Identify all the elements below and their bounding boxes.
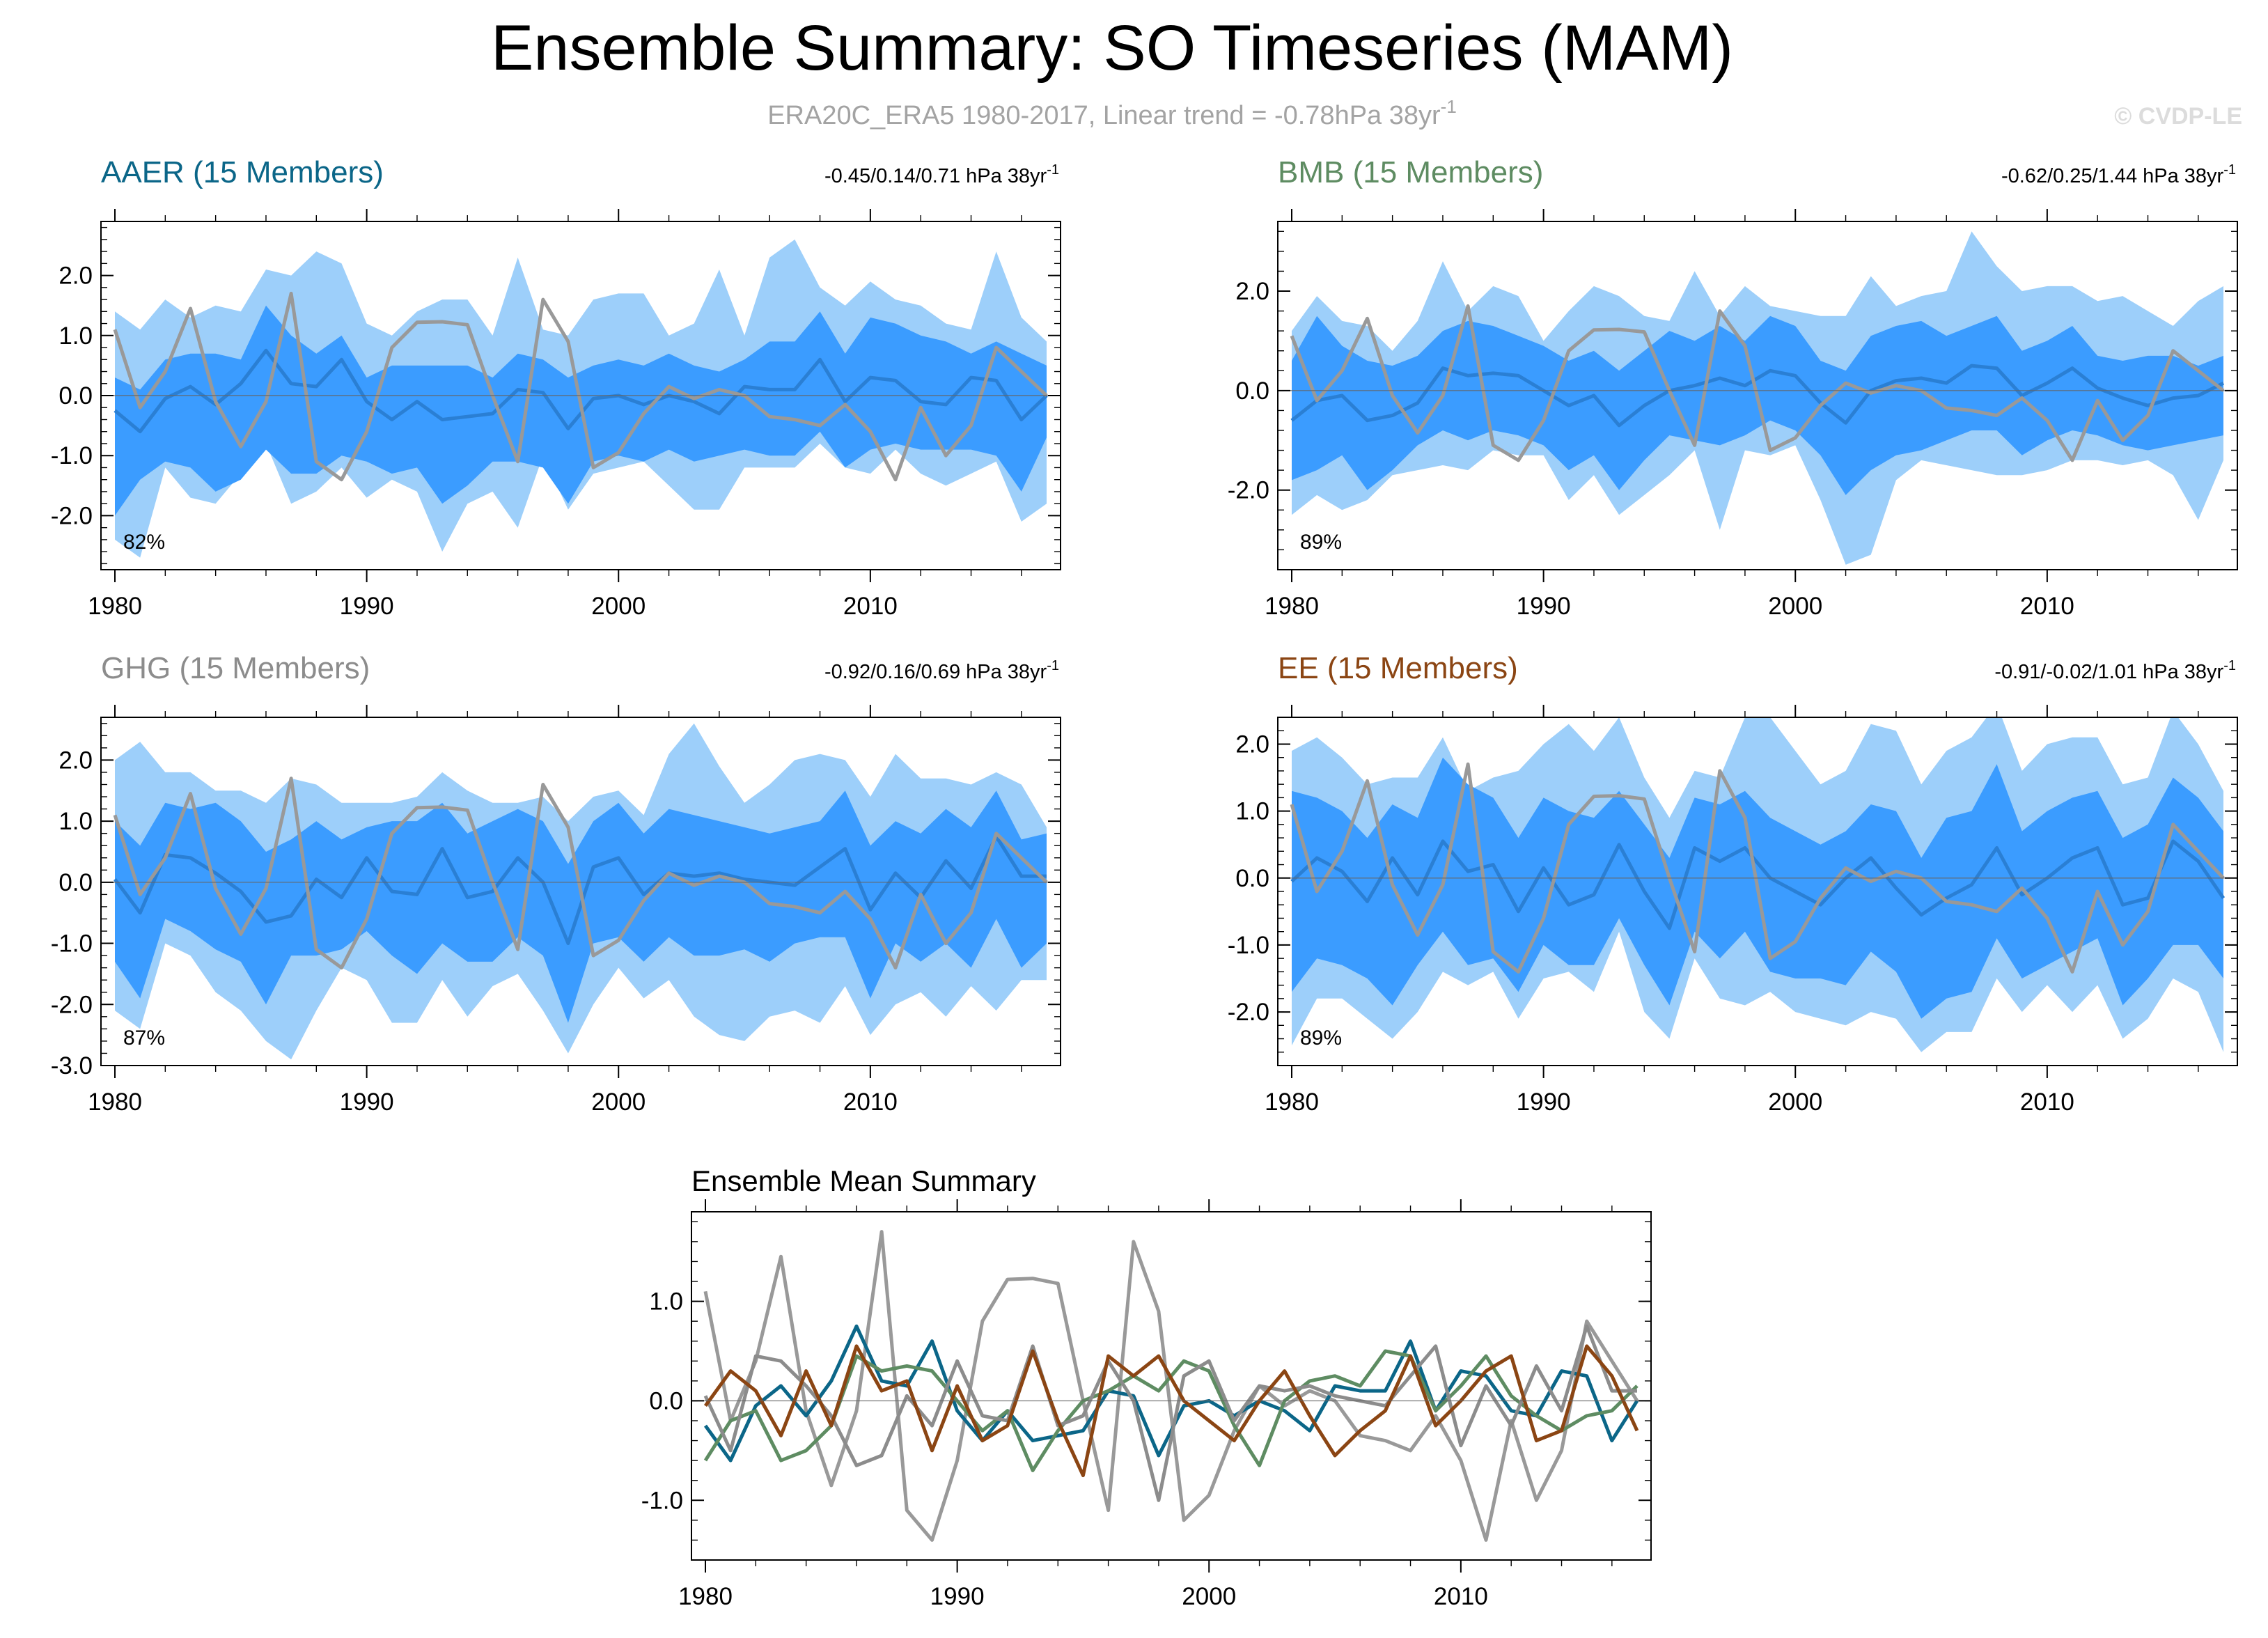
panel-aaer-title: AAER (15 Members) <box>101 155 384 189</box>
mean-summary-ytick-label: 0.0 <box>649 1387 683 1414</box>
panel-ee-ytick-label: 0.0 <box>1235 865 1269 892</box>
figure-title: Ensemble Summary: SO Timeseries (MAM) <box>491 13 1733 84</box>
panel-ee-xtick-label: 2000 <box>1768 1089 1822 1116</box>
panel-aaer-ensemble-mean-line <box>114 348 1048 434</box>
mean-summary-frame <box>691 1211 1652 1561</box>
panel-ghg-ytick-label: -1.0 <box>51 930 93 958</box>
panel-bmb: BMB (15 Members) -0.62/0.25/1.44 hPa 38yr… <box>1228 155 2238 620</box>
panel-ee-ytick-label: 1.0 <box>1235 798 1269 825</box>
mean-summary-line-ghg <box>703 1324 1637 1502</box>
panel-bmb-xtick-label: 1990 <box>1517 593 1571 620</box>
mean-summary-ytick-label: 1.0 <box>649 1288 683 1316</box>
mean-summary-observed-line <box>703 1230 1639 1542</box>
panel-ghg-observed-line <box>113 777 1048 970</box>
panel-bmb-title: BMB (15 Members) <box>1278 155 1543 189</box>
panel-bmb-percent: 89% <box>1300 531 1342 554</box>
panel-ghg-title: GHG (15 Members) <box>101 651 370 685</box>
panel-aaer-ytick-label: -2.0 <box>51 502 93 529</box>
panel-aaer-ytick-label: 1.0 <box>58 322 93 350</box>
mean-summary-ytick-label: -1.0 <box>641 1487 683 1514</box>
panel-ghg-ytick-label: -3.0 <box>51 1052 93 1079</box>
panel-aaer-xtick-label: 1990 <box>340 593 394 620</box>
panel-ghg-plot-area <box>113 723 1048 1060</box>
panel-aaer-stats: -0.45/0.14/0.71 hPa 38yr-1 <box>824 162 1059 187</box>
panel-aaer-xtick-label: 2000 <box>591 593 646 620</box>
panel-ghg-xtick-label: 1990 <box>340 1089 394 1116</box>
panel-bmb-xtick-label: 2000 <box>1768 593 1822 620</box>
panel-bmb-xtick-label: 2010 <box>2020 593 2074 620</box>
panel-ee-stats: -0.91/-0.02/1.01 hPa 38yr-1 <box>1994 658 2236 683</box>
panel-aaer-percent: 82% <box>123 531 165 554</box>
panel-bmb-xtick-label: 1980 <box>1265 593 1319 620</box>
mean-summary-xtick-label: 1990 <box>930 1583 985 1610</box>
panel-aaer-observed-line <box>113 291 1048 482</box>
mean-summary-plot-area <box>703 1230 1639 1542</box>
panel-aaer-ytick-label: 2.0 <box>58 263 93 290</box>
panel-bmb-observed-line <box>1290 304 2225 462</box>
panel-ghg-xtick-label: 2010 <box>843 1089 898 1116</box>
panel-bmb-stats: -0.62/0.25/1.44 hPa 38yr-1 <box>2001 162 2236 187</box>
mean-summary-xtick-label: 2000 <box>1182 1583 1236 1610</box>
panel-ghg-stats: -0.92/0.16/0.69 hPa 38yr-1 <box>824 658 1059 683</box>
panel-ghg-ytick-label: 0.0 <box>58 869 93 896</box>
panel-bmb-ensemble-mean-line <box>1290 364 2225 428</box>
mean-summary-line-ee <box>703 1344 1639 1478</box>
figure-subtitle: ERA20C_ERA5 1980-2017, Linear trend = -0… <box>767 96 1457 130</box>
panel-ghg-ytick-label: -2.0 <box>51 991 93 1018</box>
panel-ghg-ytick-label: 1.0 <box>58 808 93 835</box>
panel-bmb-ytick-label: 2.0 <box>1235 278 1269 305</box>
mean-summary-xtick-label: 1980 <box>678 1583 733 1610</box>
panel-bmb-ytick-label: 0.0 <box>1235 377 1269 405</box>
mean-summary-xtick-label: 2010 <box>1434 1583 1488 1610</box>
mean-summary-title: Ensemble Mean Summary <box>691 1164 1036 1197</box>
panel-aaer-xtick-label: 2010 <box>843 593 898 620</box>
panel-ee-title: EE (15 Members) <box>1278 651 1518 685</box>
panel-ghg-frame <box>100 717 1061 1066</box>
panel-bmb-ytick-label: -2.0 <box>1228 477 1269 504</box>
panel-ee-plot-area <box>1290 717 2226 1052</box>
panel-ee-ytick-label: 2.0 <box>1235 731 1269 758</box>
panel-ghg-percent: 87% <box>123 1027 165 1050</box>
panel-aaer-xtick-label: 1980 <box>88 593 142 620</box>
panel-bmb-plot-area <box>1290 231 2225 565</box>
panel-bmb-frame <box>1277 221 2238 570</box>
panels-layer: AAER (15 Members) -0.45/0.14/0.71 hPa 38y… <box>51 155 2238 1610</box>
panel-ee: EE (15 Members) -0.91/-0.02/1.01 hPa 38yr… <box>1228 651 2238 1116</box>
panel-ee-ensemble-mean-line <box>1290 839 2226 930</box>
panel-bmb-p10-p90-band <box>1292 315 2223 495</box>
panel-ghg-ytick-label: 2.0 <box>58 747 93 774</box>
panel-ee-percent: 89% <box>1300 1027 1342 1050</box>
panel-aaer-plot-area <box>113 239 1048 558</box>
panel-aaer-ytick-label: -1.0 <box>51 442 93 469</box>
panel-ee-ytick-label: -1.0 <box>1228 932 1269 959</box>
panel-ghg-ensemble-mean-line <box>114 834 1047 946</box>
panel-ee-ytick-label: -2.0 <box>1228 999 1269 1026</box>
panel-ee-xtick-label: 1980 <box>1265 1089 1319 1116</box>
panel-mean-summary: Ensemble Mean Summary 1.0 0.0 -1.0 1980 1990 2… <box>641 1164 1652 1610</box>
panel-ee-xtick-label: 2010 <box>2020 1089 2074 1116</box>
panel-aaer-ytick-label: 0.0 <box>58 382 93 410</box>
watermark: © CVDP-LE <box>2114 103 2242 130</box>
panel-ee-xtick-label: 1990 <box>1517 1089 1571 1116</box>
panel-ghg-xtick-label: 1980 <box>88 1089 142 1116</box>
panel-ghg-xtick-label: 2000 <box>591 1089 646 1116</box>
panel-ee-observed-line <box>1290 762 2225 974</box>
panel-ghg: GHG (15 Members) -0.92/0.16/0.69 hPa 38yr… <box>51 651 1061 1116</box>
panel-aaer: AAER (15 Members) -0.45/0.14/0.71 hPa 38y… <box>51 155 1061 620</box>
